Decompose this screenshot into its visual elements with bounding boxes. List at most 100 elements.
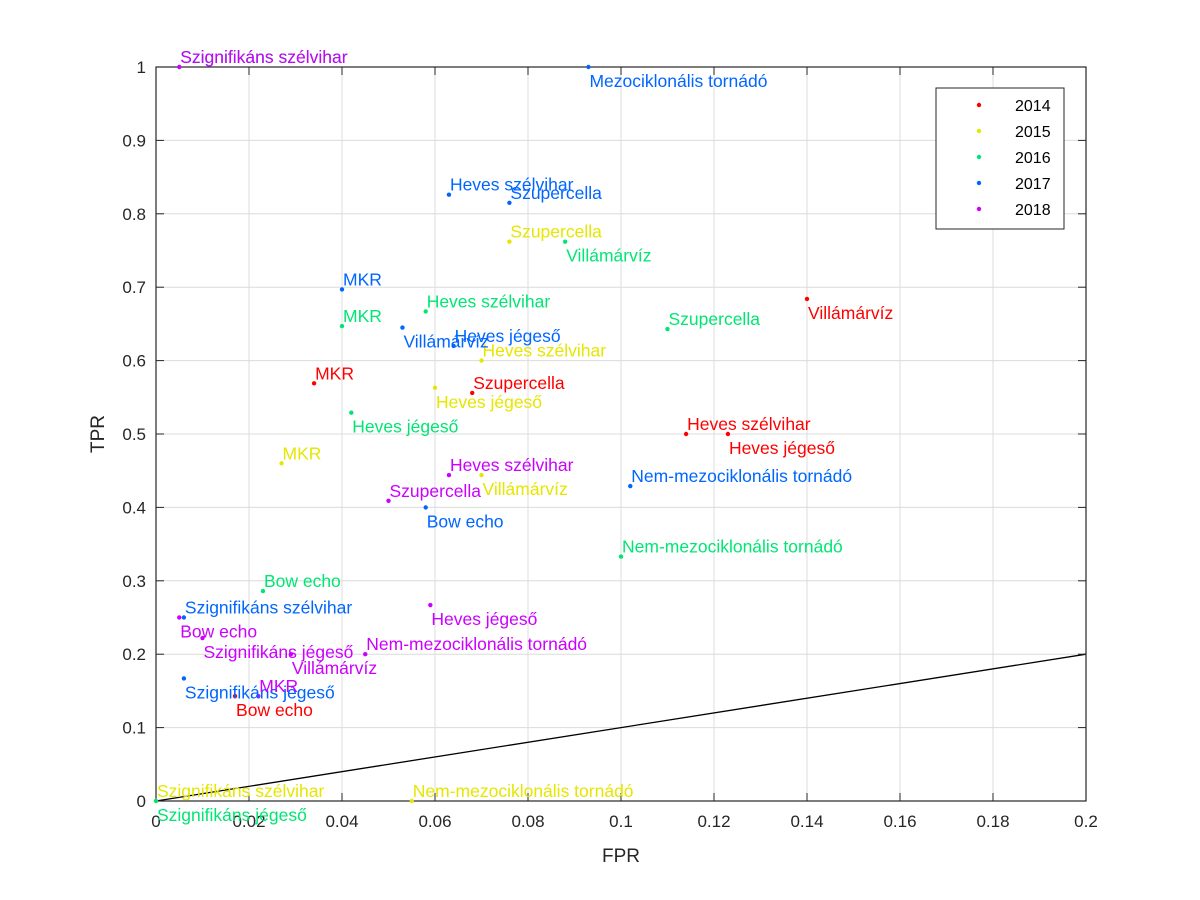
data-point-2016: [153, 798, 159, 804]
data-point-2018: [256, 693, 261, 699]
x-axis-label: FPR: [602, 846, 640, 867]
legend-label: 2014: [1015, 98, 1051, 115]
point-label: Szignifikáns szélvihar: [180, 47, 347, 67]
point-label: Nem-mezociklonális tornádó: [366, 634, 587, 654]
x-tick-label: 0.18: [976, 812, 1009, 831]
data-point-2017: [181, 615, 187, 620]
point-label: Szupercella: [510, 222, 602, 242]
legend-label: 2018: [1015, 202, 1051, 219]
point-label: Heves jégeső: [431, 609, 537, 629]
point-label: Heves szélvihar: [687, 414, 811, 434]
legend-marker-2017: [976, 180, 982, 186]
point-label: Heves jégeső: [352, 417, 458, 437]
data-point-2018: [200, 635, 205, 641]
point-label: Heves szélvihar: [427, 291, 551, 311]
point-label: Bow echo: [236, 700, 313, 720]
legend-box: [935, 87, 1065, 230]
point-label: Szignifikáns jégeső: [185, 682, 335, 702]
legend-marker-2015: [976, 128, 982, 134]
y-tick-label: 0.4: [122, 498, 146, 517]
point-label: Villámárvíz: [403, 332, 488, 352]
point-label: MKR: [343, 306, 382, 326]
data-point-2014: [470, 390, 475, 396]
data-point-2016: [563, 239, 568, 244]
data-point-2016: [618, 554, 624, 559]
point-label: Bow echo: [180, 622, 257, 642]
data-point-2016: [423, 309, 428, 314]
data-point-2017: [507, 200, 512, 205]
data-point-2015: [279, 461, 284, 466]
y-tick-label: 0.7: [122, 278, 146, 297]
x-tick-label: 0.16: [883, 812, 916, 831]
data-point-2017: [400, 325, 405, 330]
point-label: Szupercella: [473, 373, 565, 393]
data-point-2014: [683, 431, 689, 437]
y-tick-label: 0.8: [122, 205, 146, 224]
reference-line: [155, 653, 1087, 802]
point-label: Heves jégeső: [729, 438, 835, 458]
y-tick-label: 1: [137, 58, 146, 77]
axis-ticks: 0 0.02 0.04 0.06 0.08 0.1 0.12 0.14 0.16 0.18 0.2 0…: [122, 58, 1097, 831]
legend-marker-2014: [976, 102, 982, 108]
data-points: [153, 64, 810, 804]
point-label: Villámárvíz: [292, 658, 377, 678]
point-label: Szignifikáns jégeső: [157, 805, 307, 825]
x-tick-label: 0.08: [511, 812, 544, 831]
data-point-2016: [260, 588, 266, 594]
x-tick-label: 0.1: [609, 812, 633, 831]
point-label: Szupercella: [390, 481, 482, 501]
data-point-2014: [311, 381, 317, 386]
data-point-2015: [479, 358, 484, 363]
point-label: Villámárvíz: [566, 246, 651, 266]
y-tick-label: 0.1: [122, 719, 146, 738]
point-label: MKR: [343, 269, 382, 289]
point-label: Szignifikáns szélvihar: [180, 47, 347, 67]
point-label: Szupercella: [510, 183, 602, 203]
point-label: Nem-mezociklonális tornádó: [631, 466, 852, 486]
x-tick-label: 0: [151, 812, 160, 831]
y-tick-label: 0.9: [122, 131, 146, 150]
data-point-2015: [507, 239, 512, 244]
x-tick-label: 0.14: [790, 812, 823, 831]
y-axis-label: TPR: [88, 415, 109, 453]
y-tick-label: 0: [137, 792, 146, 811]
data-point-2014: [804, 296, 810, 302]
data-point-2018: [446, 472, 452, 478]
y-tick-label: 0.2: [122, 645, 146, 664]
legend: 2014 2015 2016 2017 2018: [935, 87, 1065, 230]
point-label: Szignifikáns szélvihar: [157, 781, 324, 801]
point-label: Heves szélvihar: [450, 175, 574, 195]
point-label: Heves jégeső: [455, 326, 561, 346]
data-point-2017: [423, 505, 428, 510]
data-point-2018: [428, 602, 433, 608]
x-tick-label: 0.12: [697, 812, 730, 831]
data-point-2014: [232, 693, 238, 699]
data-point-2017: [446, 192, 452, 197]
point-label: Szignifikáns jégeső: [204, 642, 354, 662]
data-point-2018: [177, 615, 182, 620]
x-tick-label: 0.02: [232, 812, 265, 831]
y-tick-label: 0.5: [122, 425, 146, 444]
data-point-2017: [451, 343, 456, 349]
data-point-2018: [386, 498, 391, 503]
point-label: Nem-mezociklonális tornádó: [622, 537, 843, 557]
legend-label: 2015: [1015, 124, 1051, 141]
y-tick-label: 0.3: [122, 572, 146, 591]
data-point-2017: [586, 64, 591, 70]
point-label: Villámárvíz: [483, 479, 568, 499]
data-point-2016: [665, 326, 670, 332]
data-point-2016: [349, 410, 354, 415]
data-point-2018: [288, 652, 294, 657]
point-label: Heves jégeső: [436, 392, 542, 412]
data-point-2018: [177, 64, 182, 70]
point-label: Bow echo: [427, 511, 504, 531]
data-point-2017: [181, 676, 187, 681]
point-label: Bow echo: [264, 571, 341, 591]
data-point-2017: [628, 483, 633, 489]
legend-marker-2018: [976, 206, 982, 212]
data-point-2015: [409, 798, 414, 804]
data-point-2015: [432, 385, 438, 390]
point-label: MKR: [259, 676, 298, 696]
x-tick-label: 0.04: [325, 812, 358, 831]
